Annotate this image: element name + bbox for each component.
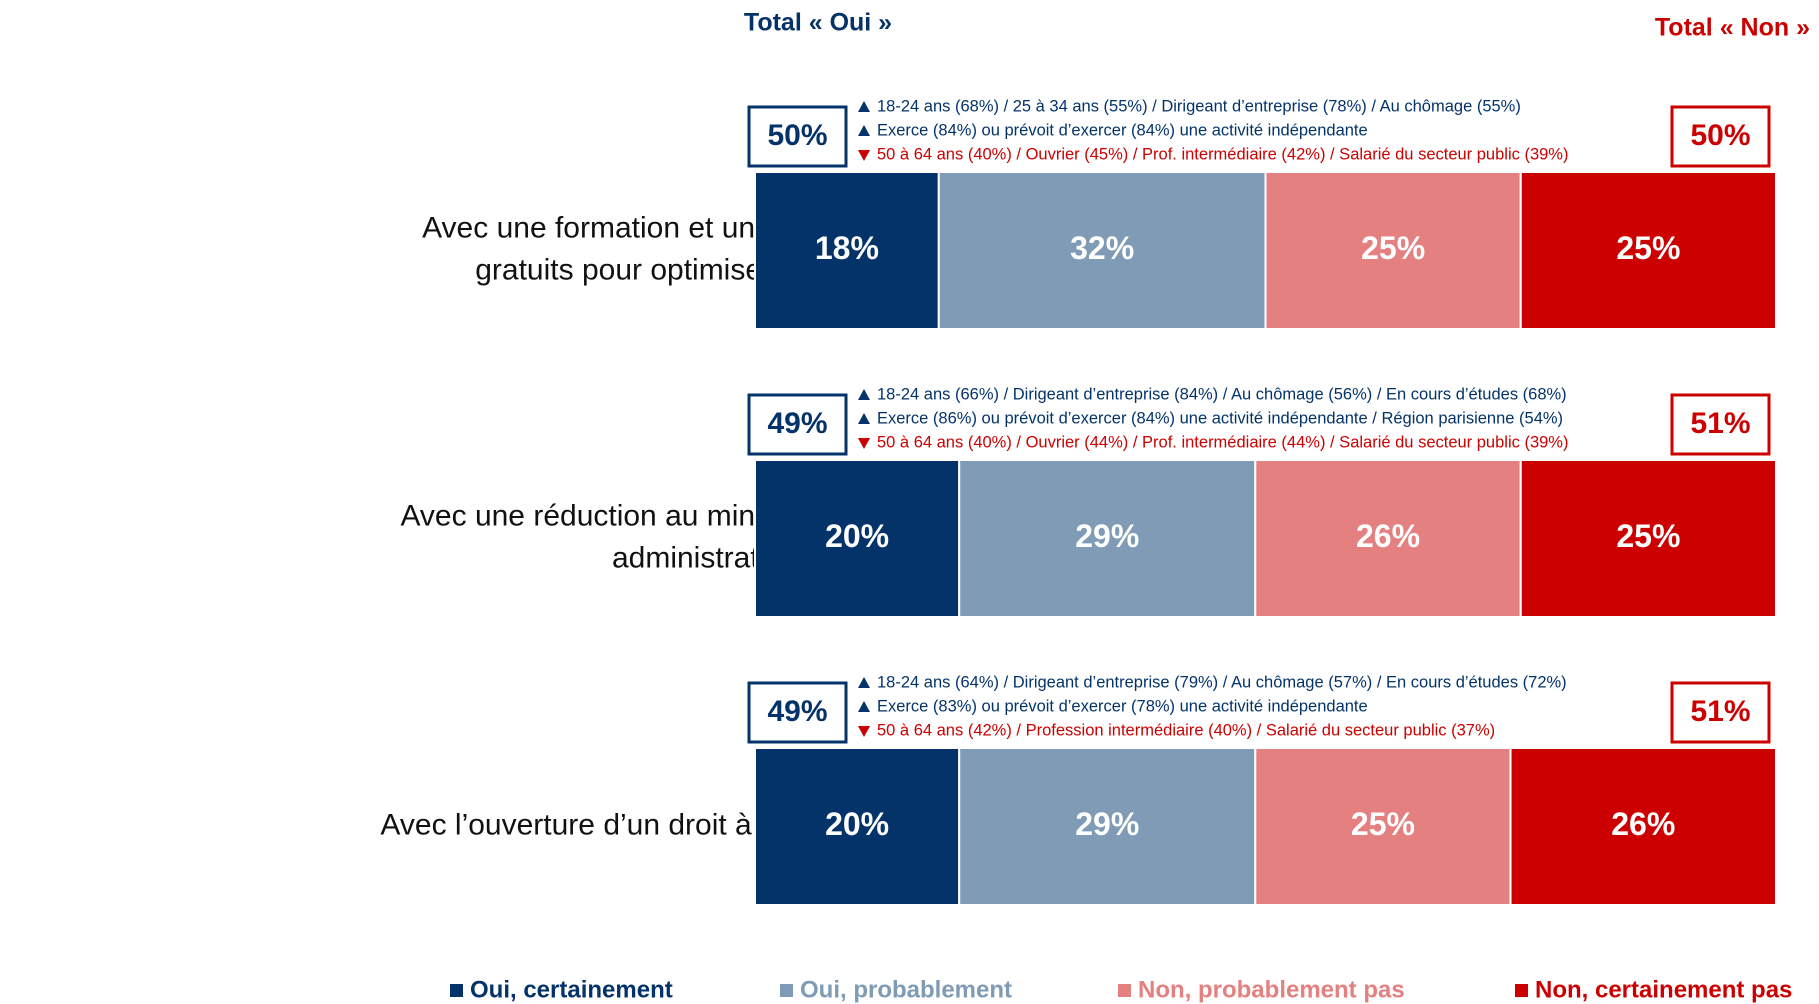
legend-swatch: [780, 984, 793, 997]
value-label: 26%: [1356, 518, 1420, 554]
bar-segment: [754, 747, 961, 906]
total-box: [1670, 393, 1771, 456]
bar-segment: [1254, 747, 1512, 906]
total-label: 50%: [767, 119, 827, 152]
value-label: 26%: [1611, 806, 1675, 842]
bar-segment: [958, 459, 1257, 618]
value-label: 20%: [825, 806, 889, 842]
total-label: 51%: [1690, 407, 1750, 440]
annotation: 50 à 64 ans (40%) / Ouvrier (45%) / Prof…: [877, 145, 1568, 163]
annotation: Exerce (84%) ou prévoit d’exercer (84%) …: [877, 121, 1368, 139]
value-label: 25%: [1361, 230, 1425, 266]
annotation-arrow: [858, 101, 870, 112]
legend-label: Non, probablement pas: [1138, 976, 1405, 1003]
total-no-header: Total « Non »: [1655, 14, 1810, 42]
legend-swatch: [450, 984, 463, 997]
total-label: 49%: [767, 407, 827, 440]
annotation: 18-24 ans (64%) / Dirigeant d’entreprise…: [877, 673, 1567, 691]
annotation-arrow: [858, 125, 870, 136]
annotation: 18-24 ans (66%) / Dirigeant d’entreprise…: [877, 385, 1567, 403]
legend-swatch: [1118, 984, 1131, 997]
total-box: [747, 681, 848, 744]
value-label: 32%: [1070, 230, 1134, 266]
legend-label: Non, certainement pas: [1535, 976, 1792, 1003]
annotation: 50 à 64 ans (42%) / Profession intermédi…: [877, 721, 1495, 739]
annotation-arrow: [858, 389, 870, 400]
value-label: 29%: [1075, 518, 1139, 554]
bar-segment: [1509, 747, 1778, 906]
annotation: Exerce (83%) ou prévoit d’exercer (78%) …: [877, 697, 1368, 715]
bar-segment: [754, 171, 940, 330]
value-label: 25%: [1351, 806, 1415, 842]
bar-segment: [754, 459, 961, 618]
total-box: [747, 393, 848, 456]
total-label: 51%: [1690, 695, 1750, 728]
value-label: 29%: [1075, 806, 1139, 842]
legend-label: Oui, certainement: [470, 976, 673, 1003]
total-yes-header: Total « Oui »: [744, 9, 892, 37]
legend-label: Oui, probablement: [800, 976, 1012, 1003]
legend-swatch: [1515, 984, 1528, 997]
value-label: 25%: [1616, 230, 1680, 266]
annotation: Exerce (86%) ou prévoit d’exercer (84%) …: [877, 409, 1563, 427]
total-box: [1670, 681, 1771, 744]
total-box: [747, 105, 848, 168]
bar-segment: [1519, 459, 1777, 618]
annotation-arrow: [858, 677, 870, 688]
annotation: 50 à 64 ans (40%) / Ouvrier (44%) / Prof…: [877, 433, 1568, 451]
annotation-arrow: [858, 413, 870, 424]
bar-segment: [1254, 459, 1522, 618]
annotation-arrow: [858, 701, 870, 712]
bar-segment: [1519, 171, 1777, 330]
total-box: [1670, 105, 1771, 168]
annotation-arrow: [858, 726, 870, 737]
value-label: 20%: [825, 518, 889, 554]
total-label: 50%: [1690, 119, 1750, 152]
annotation-arrow: [858, 150, 870, 161]
value-label: 18%: [815, 230, 879, 266]
total-label: 49%: [767, 695, 827, 728]
annotation-arrow: [858, 438, 870, 449]
annotation: 18-24 ans (68%) / 25 à 34 ans (55%) / Di…: [877, 97, 1521, 115]
bar-segment: [958, 747, 1257, 906]
value-label: 25%: [1616, 518, 1680, 554]
